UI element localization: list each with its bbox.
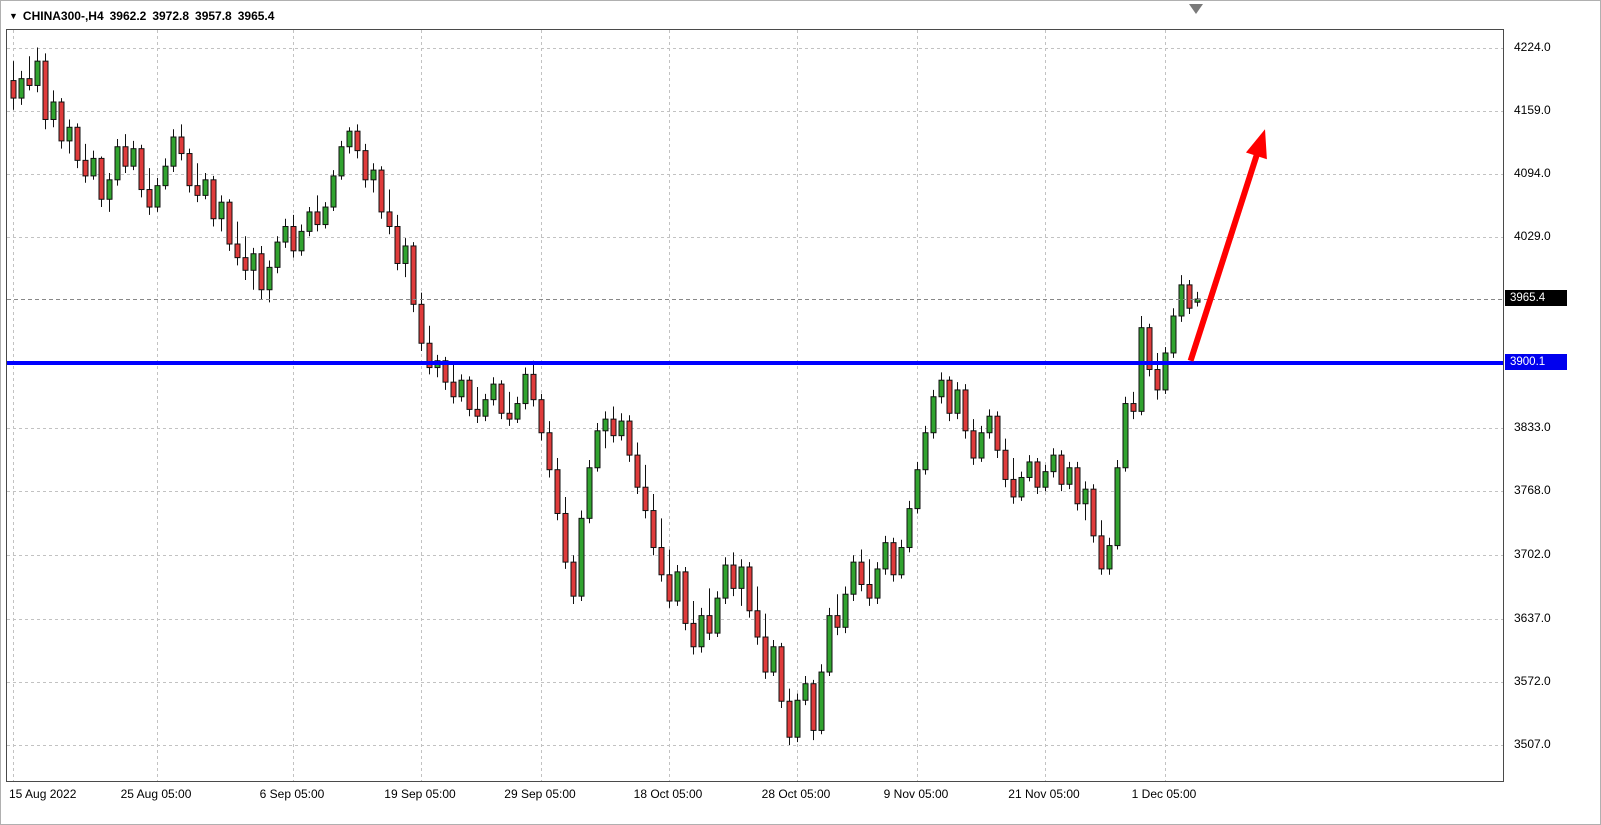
ohlc-close-value: 3965.4	[237, 9, 275, 23]
trend-arrow-object[interactable]	[1187, 129, 1267, 362]
x-axis-tick-label: 18 Oct 05:00	[633, 787, 703, 801]
x-axis-tick-label: 19 Sep 05:00	[384, 787, 456, 801]
x-axis-tick-label: 21 Nov 05:00	[1008, 787, 1080, 801]
candles-series	[10, 47, 1201, 746]
x-axis-tick-label: 1 Dec 05:00	[1131, 787, 1197, 801]
y-axis-tick-label: 3702.0	[1514, 547, 1551, 562]
chart-shift-marker-icon[interactable]	[1189, 4, 1203, 14]
x-axis-tick-label: 28 Oct 05:00	[761, 787, 831, 801]
y-axis-tick-label: 4094.0	[1514, 165, 1551, 180]
ohlc-high-value: 3972.8	[152, 9, 190, 23]
hline-price-badge: 3900.1	[1505, 353, 1567, 370]
y-axis-tick-label: 3768.0	[1514, 483, 1551, 498]
current-price-badge: 3965.4	[1505, 290, 1567, 307]
y-axis-tick-label: 3637.0	[1514, 610, 1551, 625]
x-axis-tick-label: 9 Nov 05:00	[883, 787, 949, 801]
price-chart-canvas[interactable]	[6, 29, 1504, 782]
x-axis-tick-label: 6 Sep 05:00	[259, 787, 325, 801]
y-axis-tick-label: 3507.0	[1514, 737, 1551, 751]
x-axis-tick-label: 15 Aug 2022	[9, 787, 77, 801]
x-axis-tick-label: 25 Aug 05:00	[120, 787, 192, 801]
y-axis-tick-label: 3833.0	[1514, 419, 1551, 434]
ohlc-low-value: 3957.8	[195, 9, 232, 23]
y-axis-tick-label: 4224.0	[1514, 39, 1551, 54]
chart-header: ▼ CHINA300-,H4 3962.2 3972.8 3957.8 3965…	[9, 6, 274, 26]
y-axis-tick-label: 3572.0	[1514, 673, 1551, 688]
grid-lines	[7, 30, 1503, 781]
price-axis[interactable]: 3965.4 3900.1 4224.0 4159.0 4094.0 4029.0 38…	[1505, 1, 1600, 782]
symbol-period-label: CHINA300-,H4	[22, 9, 104, 23]
y-axis-tick-label: 4029.0	[1514, 229, 1551, 244]
x-axis-tick-label: 29 Sep 05:00	[504, 787, 576, 801]
ohlc-open-value: 3962.2	[109, 9, 147, 23]
one-click-trading-dropdown-icon[interactable]: ▼	[9, 11, 18, 21]
y-axis-tick-label: 4159.0	[1514, 102, 1551, 117]
time-axis[interactable]: 15 Aug 2022 25 Aug 05:00 6 Sep 05:00 19 Sep…	[1, 783, 1600, 824]
